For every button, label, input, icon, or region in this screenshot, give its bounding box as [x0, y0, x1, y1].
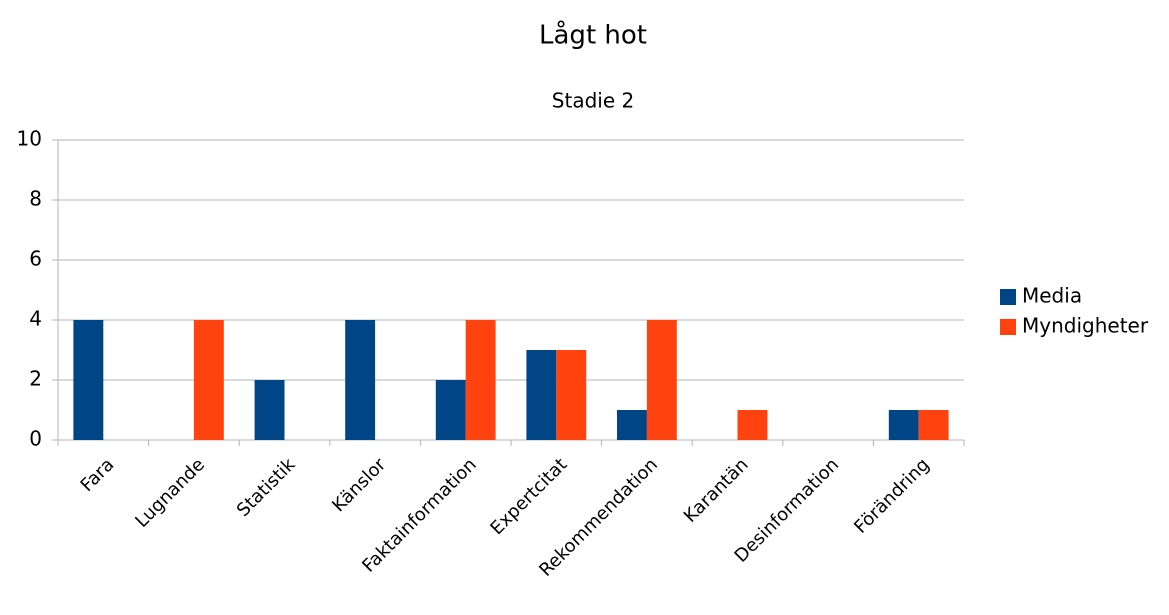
legend-label: Myndigheter: [1022, 314, 1149, 338]
bar: [254, 380, 285, 440]
y-tick-label: 10: [17, 127, 42, 151]
y-tick-label: 6: [29, 247, 42, 271]
legend-swatch: [1000, 319, 1016, 335]
bar: [465, 320, 496, 440]
x-tick-label: Statistik: [233, 454, 300, 521]
x-tick-label: Fara: [77, 454, 119, 496]
bar: [345, 320, 376, 440]
y-tick-label: 0: [29, 427, 42, 451]
legend-label: Media: [1022, 284, 1082, 308]
bar: [737, 410, 768, 440]
x-tick-label: Karantän: [680, 454, 753, 527]
bar: [73, 320, 104, 440]
chart-title: Lågt hot: [539, 20, 647, 51]
y-tick-label: 4: [29, 307, 42, 331]
bar: [646, 320, 677, 440]
bar: [435, 380, 466, 440]
bar: [617, 410, 647, 440]
x-tick-label: Förändring: [850, 454, 934, 538]
x-tick-label: Expertcitat: [486, 454, 571, 539]
bar: [556, 350, 587, 440]
y-tick-label: 2: [29, 367, 42, 391]
legend-swatch: [1000, 289, 1016, 305]
chart-subtitle: Stadie 2: [552, 89, 634, 113]
bar: [918, 410, 949, 440]
bar: [888, 410, 919, 440]
x-tick-label: Känslor: [328, 454, 390, 516]
bar: [193, 320, 224, 440]
x-tick-label: Lugnande: [131, 454, 209, 532]
bar: [526, 350, 557, 440]
y-tick-label: 8: [29, 187, 42, 211]
